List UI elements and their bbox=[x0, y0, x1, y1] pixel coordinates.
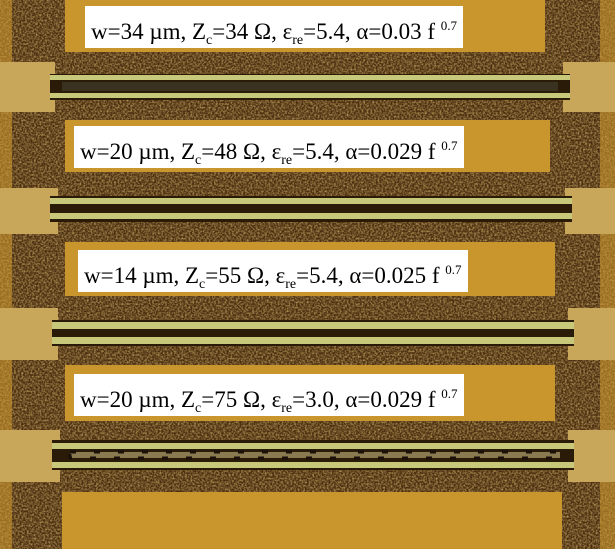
label-superscript: 0.7 bbox=[441, 18, 457, 33]
label-text: w=14 µm, Z bbox=[84, 263, 199, 288]
label: w=20 µm, Zc=48 Ω, εre=5.4, α=0.029 f 0.7 bbox=[74, 126, 464, 168]
label-superscript: 0.7 bbox=[441, 138, 457, 153]
label-text: =48 Ω, ε bbox=[201, 139, 281, 164]
label-superscript: 0.7 bbox=[441, 386, 457, 401]
micrograph: w=34 µm, Zc=34 Ω, εre=5.4, α=0.03 f 0.7 … bbox=[0, 0, 615, 549]
label-subscript: re bbox=[281, 153, 292, 168]
label-text: w=34 µm, Z bbox=[91, 19, 206, 44]
label-subscript: re bbox=[281, 401, 292, 416]
label: w=34 µm, Zc=34 Ω, εre=5.4, α=0.03 f 0.7 bbox=[85, 6, 463, 48]
label-subscript: re bbox=[292, 33, 303, 48]
label-text: =34 Ω, ε bbox=[212, 19, 292, 44]
label-subscript: re bbox=[285, 277, 296, 292]
label-text: =55 Ω, ε bbox=[205, 263, 285, 288]
label: w=14 µm, Zc=55 Ω, εre=5.4, α=0.025 f 0.7 bbox=[78, 250, 468, 292]
label-text: =5.4, α=0.029 f bbox=[292, 139, 441, 164]
label: w=20 µm, Zc=75 Ω, εre=3.0, α=0.029 f 0.7 bbox=[74, 374, 464, 416]
label-text: =3.0, α=0.029 f bbox=[292, 387, 441, 412]
label-superscript: 0.7 bbox=[445, 262, 461, 277]
label-text: =5.4, α=0.03 f bbox=[303, 19, 441, 44]
label-text: =75 Ω, ε bbox=[201, 387, 281, 412]
label-text: w=20 µm, Z bbox=[80, 139, 195, 164]
label-text: =5.4, α=0.025 f bbox=[296, 263, 445, 288]
label-text: w=20 µm, Z bbox=[80, 387, 195, 412]
